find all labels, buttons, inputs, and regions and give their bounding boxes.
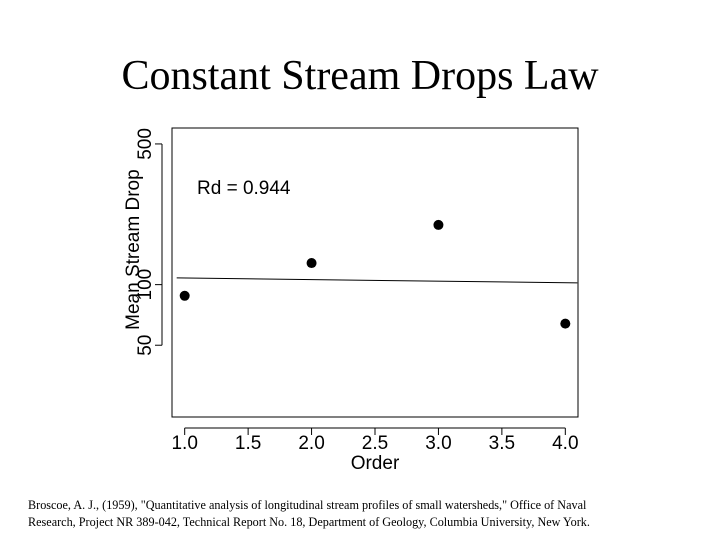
- y-tick-label: 100: [135, 269, 156, 301]
- scatter-chart: 1.0 1.5 2.0 2.5 3.0 3.5 4.0 50 100 500 Rd = 0.94…: [123, 127, 579, 474]
- plot-frame: [171, 127, 579, 418]
- y-axis-label: Mean Stream Drop: [123, 169, 144, 330]
- y-axis-ticks: 50 100 500: [135, 128, 162, 356]
- x-tick-label: 4.0: [552, 433, 578, 454]
- x-axis-label: Order: [351, 453, 400, 474]
- x-tick-label: 1.5: [235, 433, 261, 454]
- x-tick-label: 3.0: [425, 433, 451, 454]
- citation-line-1: Broscoe, A. J., (1959), "Quantitative an…: [28, 498, 587, 512]
- x-tick-label: 1.0: [171, 433, 197, 454]
- data-point: [179, 290, 190, 301]
- citation-line-2: Research, Project NR 389-042, Technical …: [28, 515, 590, 529]
- data-points: [179, 219, 571, 329]
- data-point: [560, 318, 571, 329]
- data-point: [433, 219, 444, 230]
- x-tick-label: 3.5: [489, 433, 515, 454]
- x-tick-label: 2.0: [298, 433, 324, 454]
- slide-title: Constant Stream Drops Law: [121, 53, 599, 99]
- x-axis-ticks: 1.0 1.5 2.0 2.5 3.0 3.5 4.0: [171, 428, 579, 454]
- fit-line: [176, 277, 578, 284]
- y-tick-label: 50: [135, 335, 156, 356]
- citation: Broscoe, A. J., (1959), "Quantitative an…: [28, 497, 708, 531]
- rd-annotation: Rd = 0.944: [197, 178, 291, 199]
- y-tick-label: 500: [135, 128, 156, 160]
- x-tick-label: 2.5: [362, 433, 388, 454]
- data-point: [306, 258, 317, 269]
